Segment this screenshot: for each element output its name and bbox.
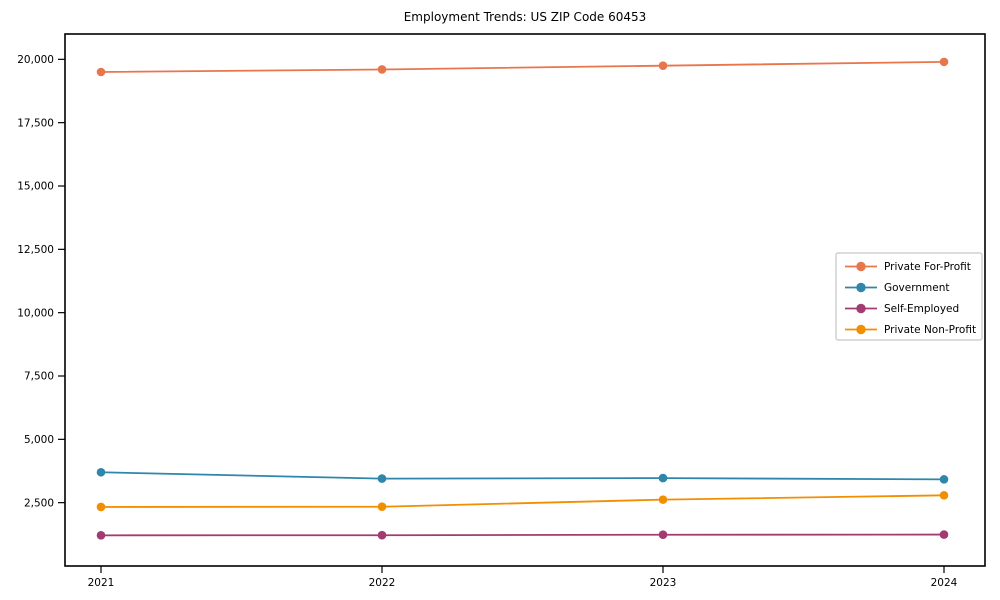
x-tick-label: 2021 — [88, 577, 115, 589]
data-point-marker — [377, 530, 387, 540]
data-point-marker — [658, 530, 668, 540]
data-point-marker — [96, 531, 106, 540]
data-point-marker — [96, 67, 106, 77]
data-point-marker — [658, 61, 668, 70]
series-line — [100, 471, 945, 481]
data-point-marker — [939, 530, 949, 539]
legend-box — [835, 252, 983, 341]
legend-label: Government — [884, 282, 949, 294]
legend-swatch-marker — [856, 324, 866, 335]
data-point-marker — [658, 473, 668, 483]
y-tick-label: 20,000 — [17, 54, 54, 66]
data-point-marker — [939, 57, 949, 67]
legend-label: Private Non-Profit — [884, 324, 976, 336]
series-line — [100, 494, 945, 508]
series-line — [100, 533, 945, 537]
data-point-marker — [939, 491, 949, 500]
chart-title: Employment Trends: US ZIP Code 60453 — [403, 10, 647, 24]
y-tick-label: 7,500 — [24, 371, 54, 383]
legend: Private For-Profit Government Self-Employe… — [835, 252, 983, 341]
x-tick-label: 2023 — [650, 577, 677, 589]
data-point-marker — [658, 495, 668, 504]
legend-swatch-marker — [856, 303, 866, 314]
x-tick-label: 2024 — [931, 577, 958, 589]
legend-label: Self-Employed — [884, 303, 959, 315]
legend-label: Private For-Profit — [884, 261, 971, 273]
y-tick-label: 15,000 — [17, 181, 54, 193]
legend-swatch-marker — [856, 261, 866, 272]
y-tick-label: 17,500 — [17, 117, 54, 129]
x-tick-label: 2022 — [369, 577, 396, 589]
y-tick-label: 12,500 — [17, 244, 54, 256]
data-point-marker — [96, 467, 106, 477]
plot-frame — [64, 33, 986, 567]
data-point-marker — [377, 502, 387, 512]
legend-swatch-marker — [856, 282, 866, 293]
data-point-marker — [377, 65, 387, 74]
data-point-marker — [377, 474, 387, 483]
y-tick-label: 10,000 — [17, 307, 54, 319]
data-point-marker — [96, 502, 106, 512]
y-tick-label: 2,500 — [24, 497, 54, 509]
series-line — [100, 60, 945, 73]
data-point-marker — [939, 475, 949, 484]
y-tick-label: 5,000 — [24, 434, 54, 446]
